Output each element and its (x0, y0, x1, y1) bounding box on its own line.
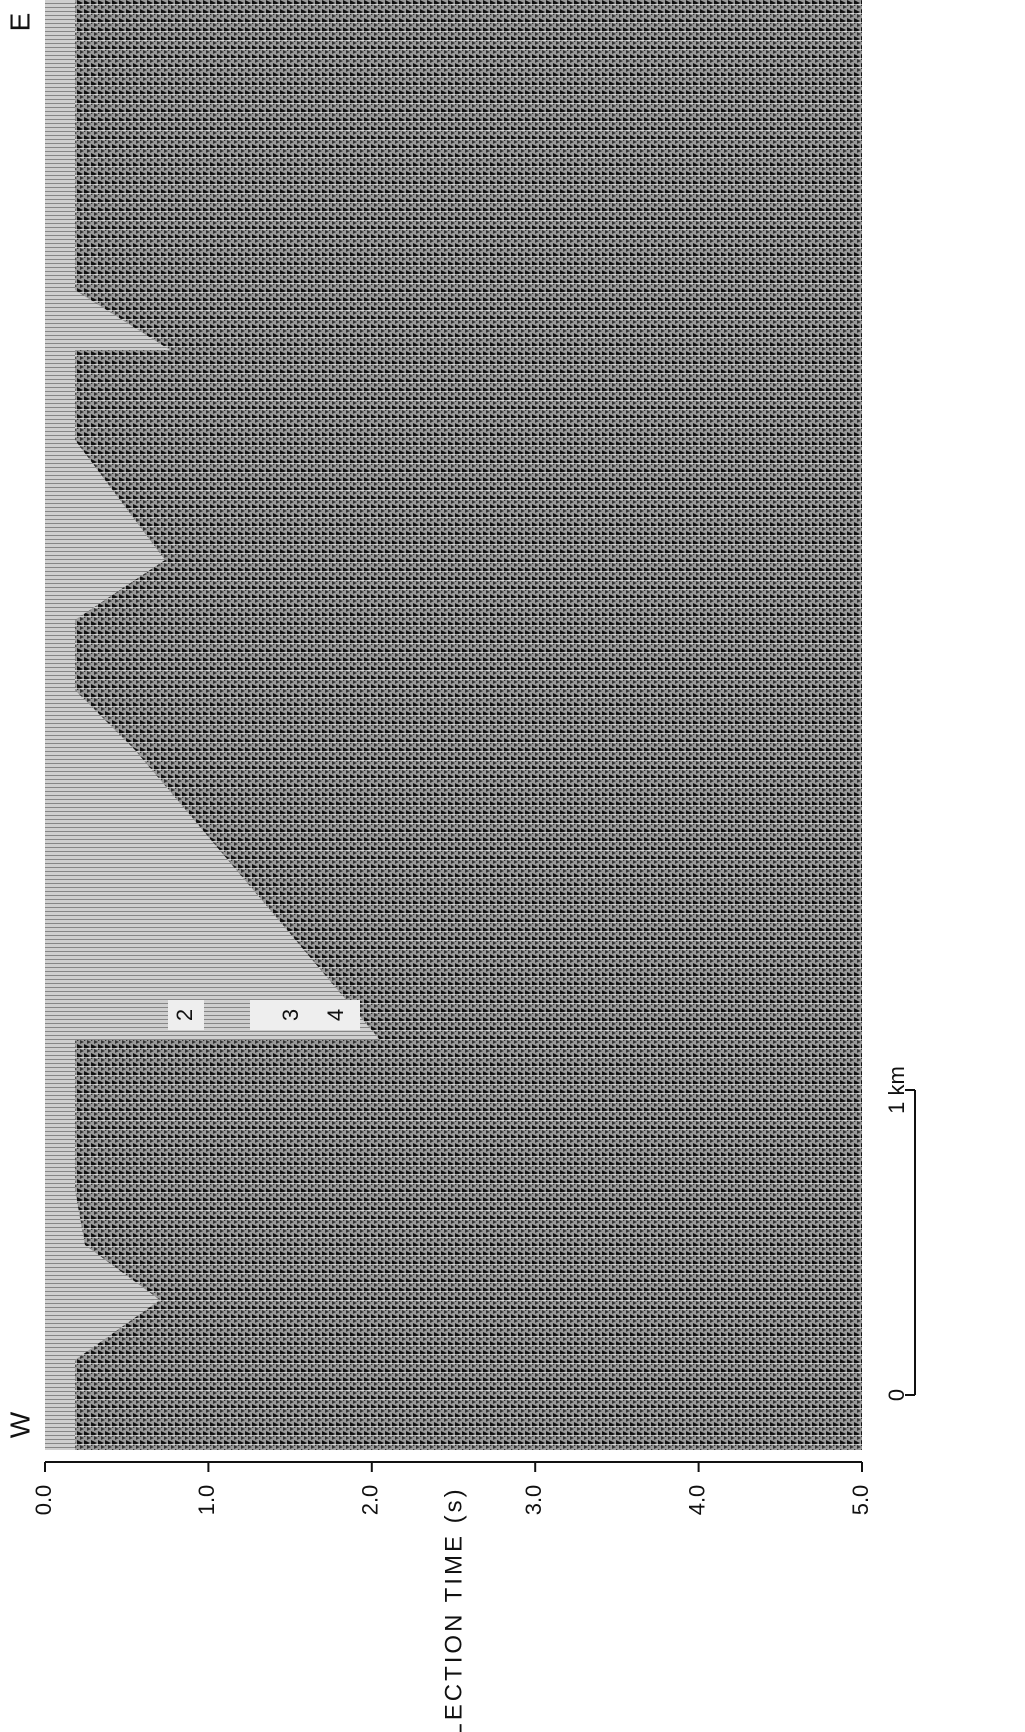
x-tick-label: 1.0 (194, 1485, 219, 1516)
label-box (168, 1000, 204, 1030)
x-tick-label: 0.0 (31, 1485, 56, 1516)
scale-label: 0 (884, 1389, 909, 1401)
x-tick-label: 3.0 (521, 1485, 546, 1516)
horizon-label: 3 (278, 1009, 303, 1021)
scale-label: 1 km (884, 1066, 909, 1114)
x-axis-label: REFLECTION TIME (s) (440, 1486, 467, 1732)
label-box (250, 1000, 360, 1030)
x-tick-label: 2.0 (358, 1485, 383, 1516)
horizon-label: 4 (323, 1009, 348, 1021)
x-tick-label: 4.0 (684, 1485, 709, 1516)
seismic-traces (45, 0, 862, 1450)
horizon-label: 2 (172, 1009, 197, 1021)
west-label: W (4, 1411, 35, 1438)
east-label: E (4, 13, 35, 32)
muted-zone (45, 0, 380, 1450)
x-tick-label: 5.0 (848, 1485, 873, 1516)
